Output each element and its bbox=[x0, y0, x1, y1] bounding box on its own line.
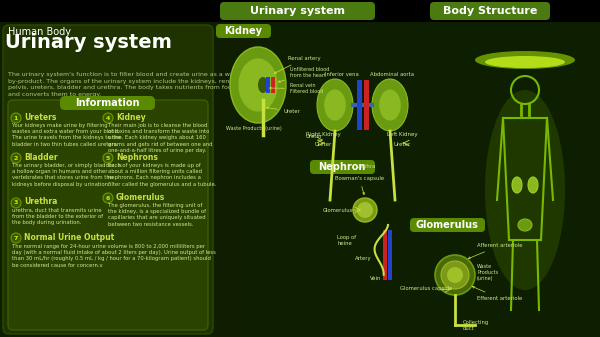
Ellipse shape bbox=[518, 219, 532, 231]
Text: The glomerulus, the filtering unit of
the kidney, is a specialized bundle of
cap: The glomerulus, the filtering unit of th… bbox=[108, 203, 206, 226]
FancyBboxPatch shape bbox=[3, 25, 213, 334]
Text: Kidney: Kidney bbox=[116, 113, 146, 122]
Text: Their main job is to cleanse the blood
of toxins and transform the waste into
ur: Their main job is to cleanse the blood o… bbox=[108, 123, 212, 153]
Text: Bladder: Bladder bbox=[24, 153, 58, 161]
FancyBboxPatch shape bbox=[3, 25, 213, 334]
Text: Renal artery: Renal artery bbox=[274, 56, 320, 73]
Bar bbox=[0, 0, 250, 337]
Ellipse shape bbox=[238, 58, 278, 112]
Text: The urinary bladder, or simply bladder, is
a hollow organ in humans and other
ve: The urinary bladder, or simply bladder, … bbox=[12, 163, 122, 187]
Text: Waste
Products
(urine): Waste Products (urine) bbox=[477, 264, 498, 281]
Text: Body Structure: Body Structure bbox=[443, 6, 537, 16]
Text: Ureter: Ureter bbox=[266, 107, 300, 114]
Text: The normal range for 24-hour urine volume is 800 to 2,000 milliliters per
day (w: The normal range for 24-hour urine volum… bbox=[12, 244, 216, 268]
Text: Urethra: Urethra bbox=[24, 197, 58, 207]
Text: 4: 4 bbox=[106, 116, 110, 121]
Bar bbox=[388, 230, 392, 280]
Text: Ureter: Ureter bbox=[306, 134, 323, 139]
Text: Left Kidney: Left Kidney bbox=[386, 132, 418, 137]
Ellipse shape bbox=[485, 90, 565, 290]
Text: Inferior vena: Inferior vena bbox=[325, 72, 359, 77]
Text: Afferent arteriole: Afferent arteriole bbox=[468, 243, 523, 259]
Bar bbox=[266, 77, 270, 93]
Text: Renal vein
Filtered blood: Renal vein Filtered blood bbox=[269, 83, 323, 94]
Circle shape bbox=[357, 202, 373, 218]
Circle shape bbox=[447, 267, 463, 283]
Ellipse shape bbox=[379, 89, 401, 121]
Bar bbox=[271, 77, 275, 93]
Ellipse shape bbox=[475, 51, 575, 69]
Text: Artery: Artery bbox=[355, 256, 371, 261]
Ellipse shape bbox=[230, 47, 286, 123]
FancyBboxPatch shape bbox=[8, 100, 208, 330]
Circle shape bbox=[11, 113, 21, 123]
Text: Nephron: Nephron bbox=[319, 162, 365, 172]
Circle shape bbox=[353, 198, 377, 222]
Text: Human Body: Human Body bbox=[8, 27, 71, 37]
Text: Waste Products (urine): Waste Products (urine) bbox=[226, 126, 282, 131]
Text: Glomerulus capsule: Glomerulus capsule bbox=[400, 286, 452, 291]
Text: 7: 7 bbox=[14, 236, 18, 241]
FancyBboxPatch shape bbox=[220, 2, 375, 20]
Ellipse shape bbox=[258, 77, 268, 93]
Text: 1: 1 bbox=[14, 116, 18, 121]
Text: Glomerulus: Glomerulus bbox=[323, 208, 353, 213]
FancyBboxPatch shape bbox=[430, 2, 550, 20]
Ellipse shape bbox=[512, 177, 522, 193]
Text: Ureter: Ureter bbox=[394, 142, 410, 147]
Ellipse shape bbox=[317, 79, 353, 131]
Circle shape bbox=[441, 261, 469, 289]
Text: urethra, duct that transmits urine
from the bladder to the exterior of
the body : urethra, duct that transmits urine from … bbox=[12, 208, 103, 225]
Ellipse shape bbox=[324, 89, 346, 121]
FancyBboxPatch shape bbox=[216, 24, 271, 38]
Circle shape bbox=[435, 255, 475, 295]
Text: Ureters: Ureters bbox=[24, 113, 56, 122]
Text: 5: 5 bbox=[106, 155, 110, 160]
Text: Normal Urine Output: Normal Urine Output bbox=[24, 233, 114, 242]
Text: Abdominal aorta: Abdominal aorta bbox=[371, 72, 415, 77]
FancyBboxPatch shape bbox=[60, 96, 155, 110]
Circle shape bbox=[11, 153, 21, 163]
Text: Loop of
heine: Loop of heine bbox=[337, 235, 356, 246]
Text: Right Kidney: Right Kidney bbox=[305, 132, 340, 137]
Circle shape bbox=[11, 233, 21, 243]
Text: Urinary system: Urinary system bbox=[250, 6, 344, 16]
Text: Efferent arteriole: Efferent arteriole bbox=[472, 286, 522, 301]
Ellipse shape bbox=[372, 79, 408, 131]
Circle shape bbox=[11, 198, 21, 208]
Text: Ureter: Ureter bbox=[314, 142, 332, 147]
Text: Bowman's capsule: Bowman's capsule bbox=[335, 176, 384, 194]
FancyBboxPatch shape bbox=[310, 160, 375, 174]
Text: Collecting
duct: Collecting duct bbox=[463, 320, 489, 331]
Text: 3: 3 bbox=[14, 201, 18, 206]
Text: Kidney: Kidney bbox=[224, 26, 262, 36]
Circle shape bbox=[103, 193, 113, 203]
Text: 6: 6 bbox=[106, 195, 110, 201]
FancyBboxPatch shape bbox=[410, 218, 485, 232]
Text: Unfiltered blood
from the heart: Unfiltered blood from the heart bbox=[278, 67, 329, 82]
Bar bbox=[364, 80, 368, 130]
Text: Nephrons: Nephrons bbox=[116, 153, 158, 161]
Text: Vein: Vein bbox=[370, 276, 382, 281]
Text: Glomerulus: Glomerulus bbox=[116, 192, 165, 202]
Circle shape bbox=[103, 113, 113, 123]
Text: Urethra: Urethra bbox=[355, 164, 375, 169]
Ellipse shape bbox=[485, 56, 565, 68]
Text: 2: 2 bbox=[14, 155, 18, 160]
Circle shape bbox=[103, 153, 113, 163]
Bar bbox=[0, 0, 600, 22]
Bar bbox=[356, 80, 361, 130]
Text: Each of your kidneys is made up of
about a million filtering units called
nephro: Each of your kidneys is made up of about… bbox=[108, 163, 217, 187]
Text: The urinary system's function is to filter blood and create urine as a waste
by-: The urinary system's function is to filt… bbox=[8, 72, 244, 97]
Text: Information: Information bbox=[75, 98, 139, 108]
Text: Glomerulus: Glomerulus bbox=[416, 220, 478, 230]
Ellipse shape bbox=[528, 177, 538, 193]
Bar bbox=[383, 230, 387, 280]
Text: Your kidneys make urine by filtering
wastes and extra water from your blood.
The: Your kidneys make urine by filtering was… bbox=[12, 123, 121, 147]
Text: Urinary system: Urinary system bbox=[5, 33, 172, 52]
